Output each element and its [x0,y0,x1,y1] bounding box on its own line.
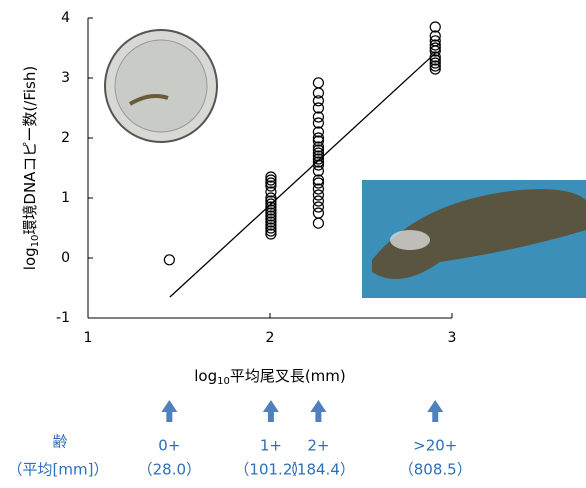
point [265,204,277,216]
point [312,102,325,114]
point [265,192,277,204]
point [429,57,441,69]
point [312,147,325,159]
age-label: 0+ [158,437,180,455]
point [312,153,325,165]
point [312,174,325,186]
point [312,189,325,201]
point [265,210,277,222]
y-tick-label: -1 [56,310,70,326]
point [163,254,175,266]
y-tick-label: 3 [61,70,70,86]
y-label-sub: 10 [30,235,41,248]
point [265,216,277,228]
point [265,174,277,186]
point [265,213,277,225]
point [429,54,441,66]
arrow [161,400,178,422]
x-tick-label: 1 [84,330,93,346]
y-axis-label: log10環境DNAコピー数(/Fish) [21,66,42,270]
point [312,207,325,219]
age-label: 1+ [260,437,282,455]
point [429,39,441,51]
point [265,171,277,183]
arrow [427,400,444,422]
y-tick-label: 4 [61,10,70,26]
age-mean: （808.5） [399,461,472,479]
point [312,77,325,89]
point [429,45,441,57]
x-tick-label: 2 [266,330,275,346]
age-subtitle: （平均[mm]） [8,461,109,479]
point [265,201,277,213]
point [312,87,325,99]
point [429,51,441,63]
age-mean: （184.4） [282,461,355,479]
age-mean: （28.0） [138,461,201,479]
point [429,21,441,33]
point [429,30,441,42]
point [429,63,441,75]
point [312,95,325,107]
point [265,222,277,234]
point [312,117,325,129]
point [312,141,325,153]
point [265,228,277,240]
point [312,159,325,171]
fish-photo [362,180,586,298]
x-tick-label: 3 [448,330,457,346]
point [265,177,277,189]
point [265,195,277,207]
x-label-text: 平均尾叉長(mm) [230,367,346,385]
point [429,42,441,54]
point [312,165,325,177]
point [312,150,325,162]
point [265,207,277,219]
age-title: 齢 [52,433,67,451]
point [265,198,277,210]
point [312,156,325,168]
y-label-prefix: log [21,247,39,270]
y-tick-label: 0 [61,250,70,266]
point [312,126,325,138]
age-label: >20+ [413,437,457,455]
arrow [262,400,279,422]
age-label: 2+ [307,437,329,455]
x-axis-label: log10平均尾叉長(mm) [194,367,346,388]
point [312,135,325,147]
point [312,132,325,144]
point [312,201,325,213]
point [265,186,277,198]
point [312,144,325,156]
point [312,183,325,195]
age-mean: （101.2） [234,461,307,479]
dish-photo [104,29,218,143]
x-label-sub: 10 [217,376,230,387]
fit-line [169,52,437,298]
arrow [310,400,327,422]
point [265,225,277,237]
y-tick-label: 2 [61,130,70,146]
point [312,111,325,123]
y-label-text: 環境DNAコピー数(/Fish) [21,66,39,235]
x-label-prefix: log [194,367,217,385]
point [312,177,325,189]
point [312,195,325,207]
point [265,219,277,231]
point [312,217,325,229]
point [429,60,441,72]
y-tick-label: 1 [61,190,70,206]
point [265,180,277,192]
